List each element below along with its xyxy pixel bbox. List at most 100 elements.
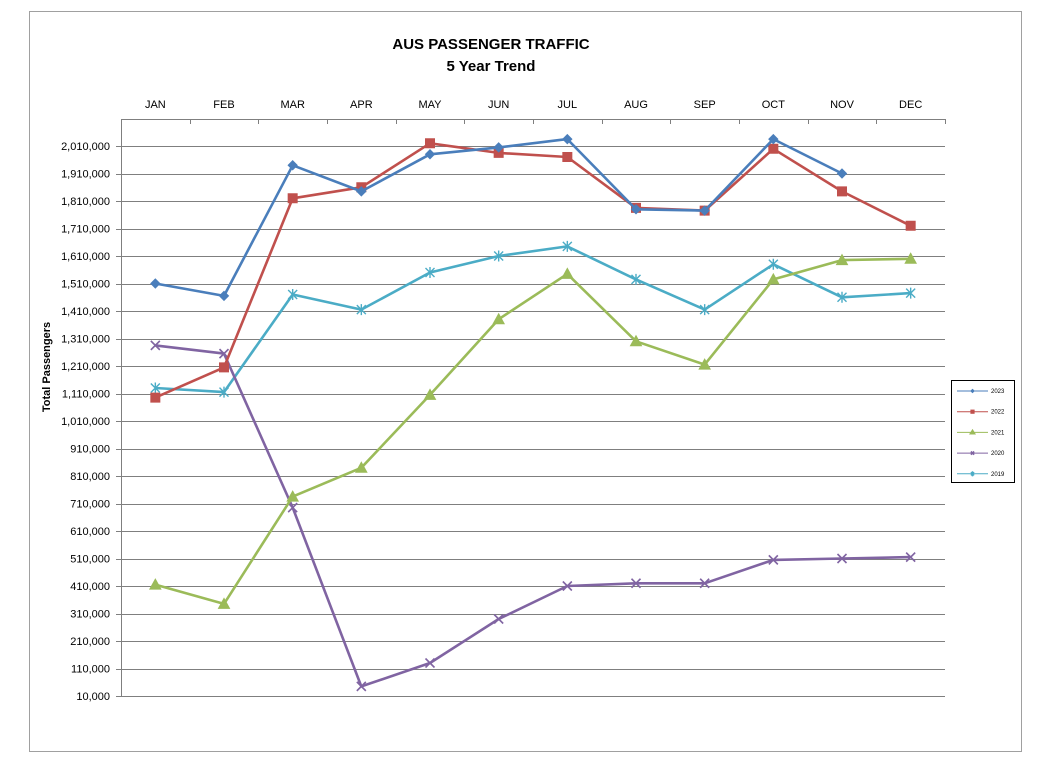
data-point bbox=[217, 597, 231, 609]
data-point bbox=[356, 186, 367, 197]
data-point bbox=[562, 152, 573, 162]
data-point bbox=[837, 291, 847, 303]
y-tick-label: 1,710,000 bbox=[61, 224, 110, 236]
data-point bbox=[150, 392, 161, 403]
chart-subtitle: 5 Year Trend bbox=[447, 58, 536, 75]
y-tick-label: 310,000 bbox=[70, 609, 110, 621]
y-tick-label: 1,010,000 bbox=[61, 416, 110, 428]
data-point bbox=[493, 142, 504, 153]
data-point bbox=[424, 657, 436, 669]
x-tick-label: MAR bbox=[280, 99, 305, 111]
data-point bbox=[287, 502, 298, 513]
data-point bbox=[904, 252, 918, 264]
y-tick-label: 210,000 bbox=[70, 636, 110, 648]
data-point bbox=[629, 334, 643, 347]
chart-title: AUS PASSENGER TRAFFIC bbox=[392, 36, 589, 53]
data-point bbox=[287, 160, 298, 171]
series-line bbox=[155, 344, 911, 688]
legend-item-2021: 2021 bbox=[957, 428, 1005, 436]
data-point bbox=[493, 613, 504, 625]
legend-label: 2023 bbox=[991, 389, 1005, 395]
data-point bbox=[150, 382, 161, 394]
legend-item-2023: 2023 bbox=[957, 388, 1005, 395]
data-point bbox=[287, 289, 298, 300]
x-tick-label: FEB bbox=[213, 99, 234, 111]
data-point bbox=[698, 358, 712, 370]
series-layer bbox=[148, 133, 918, 692]
legend-item-2020: 2020 bbox=[957, 450, 1005, 457]
x-tick-label: JAN bbox=[145, 99, 166, 111]
series-line bbox=[154, 142, 912, 399]
data-point bbox=[287, 193, 298, 204]
legend-label: 2020 bbox=[991, 451, 1005, 457]
data-point bbox=[631, 273, 641, 285]
y-tick-label: 910,000 bbox=[70, 444, 110, 456]
series-line bbox=[154, 257, 911, 606]
data-point bbox=[835, 253, 849, 266]
data-point bbox=[425, 267, 435, 278]
y-tick-label: 1,910,000 bbox=[61, 169, 110, 181]
legend-label: 2022 bbox=[991, 410, 1005, 416]
data-point bbox=[768, 258, 779, 270]
series-2021 bbox=[148, 252, 918, 609]
y-tick-label: 110,000 bbox=[71, 664, 110, 676]
legend-item-2019: 2019 bbox=[957, 471, 1005, 478]
data-point bbox=[836, 553, 848, 564]
legend-box bbox=[951, 380, 1015, 483]
data-point bbox=[905, 287, 916, 299]
y-tick-label: 410,000 bbox=[70, 581, 110, 593]
data-point bbox=[836, 168, 848, 179]
data-point bbox=[356, 681, 367, 692]
legend-item-2022: 2022 bbox=[957, 409, 1005, 416]
data-point bbox=[768, 554, 779, 565]
legend-label: 2019 bbox=[991, 472, 1005, 478]
y-tick-label: 1,510,000 bbox=[61, 279, 110, 291]
series-2023 bbox=[150, 133, 848, 302]
data-point bbox=[560, 267, 574, 279]
y-tick-label: 1,610,000 bbox=[61, 251, 110, 263]
data-point bbox=[493, 250, 504, 262]
data-point bbox=[562, 240, 573, 252]
data-point bbox=[699, 304, 710, 316]
y-axis-label: Total Passengers bbox=[41, 322, 53, 412]
x-tick-label: AUG bbox=[624, 99, 648, 111]
data-point bbox=[768, 133, 779, 145]
data-point bbox=[630, 578, 642, 589]
x-tick-label: JUN bbox=[488, 99, 509, 111]
data-point bbox=[905, 220, 916, 231]
series-2020 bbox=[150, 340, 916, 692]
y-tick-label: 1,810,000 bbox=[61, 196, 110, 208]
y-tick-label: 810,000 bbox=[70, 471, 110, 483]
data-point bbox=[425, 138, 435, 149]
data-point bbox=[286, 490, 300, 502]
y-tick-label: 610,000 bbox=[70, 526, 110, 538]
chart-border bbox=[29, 11, 1022, 752]
data-point bbox=[356, 304, 367, 316]
data-point bbox=[837, 186, 847, 197]
y-tick-label: 1,410,000 bbox=[61, 306, 110, 318]
data-point bbox=[699, 205, 710, 216]
x-tick-label: JUL bbox=[558, 99, 578, 111]
series-2019 bbox=[150, 240, 916, 398]
data-point bbox=[423, 388, 437, 400]
y-tick-label: 2,010,000 bbox=[61, 141, 110, 153]
legend-marker bbox=[969, 428, 976, 435]
y-tick-label: 1,310,000 bbox=[61, 334, 110, 346]
data-point bbox=[905, 552, 916, 563]
x-tick-label: OCT bbox=[762, 99, 786, 111]
data-point bbox=[766, 272, 780, 285]
data-point bbox=[630, 204, 642, 215]
data-point bbox=[492, 312, 506, 325]
data-point bbox=[219, 362, 229, 373]
data-point bbox=[219, 386, 229, 398]
y-tick-label: 10,000 bbox=[76, 691, 110, 703]
x-tick-label: NOV bbox=[830, 99, 855, 111]
y-tick-label: 1,210,000 bbox=[61, 361, 110, 373]
y-tick-label: 1,110,000 bbox=[62, 389, 110, 401]
legend-marker bbox=[970, 471, 975, 477]
x-axis-labels: JAN FEB MAR APR MAY JUN JUL AUG SEP OCT NOV DEC bbox=[145, 99, 922, 111]
x-tick-label: DEC bbox=[899, 99, 922, 111]
x-tick-label: SEP bbox=[694, 99, 716, 111]
data-point bbox=[218, 290, 230, 302]
